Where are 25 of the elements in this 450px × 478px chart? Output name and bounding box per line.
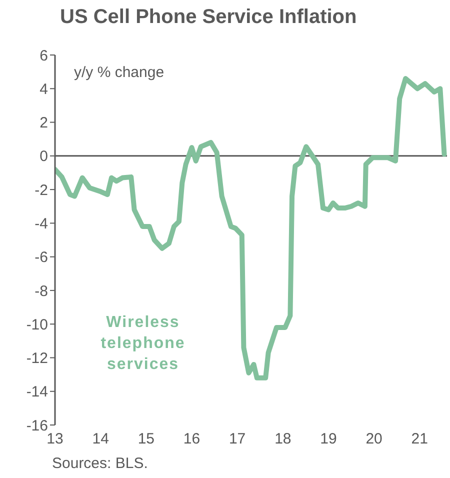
x-tick-label: 20	[366, 430, 382, 448]
text: Wireless telephone services	[100, 313, 186, 375]
x-tick-label: 14	[92, 430, 109, 448]
y-tick-label: -12	[26, 350, 48, 368]
y-tick-label: 6	[40, 47, 48, 64]
y-tick-label: -6	[34, 249, 48, 266]
x-tick-label: 19	[320, 430, 337, 448]
y-tick-label: -16	[26, 417, 48, 434]
chart-title: US Cell Phone Service Inflation	[60, 6, 357, 29]
y-tick-label: -10	[26, 316, 48, 334]
y-tick-label: -4	[34, 216, 48, 233]
y-tick-label: 4	[40, 80, 48, 98]
x-tick-label: 21	[411, 430, 428, 448]
x-tick-label: 18	[274, 430, 292, 448]
y-tick-label: 0	[40, 148, 48, 166]
y-tick-label: -14	[26, 384, 48, 401]
y-tick-label: 2	[40, 114, 48, 132]
x-tick-label: 17	[228, 430, 246, 448]
source-note: Sources: BLS.	[52, 455, 148, 472]
x-tick-label: 13	[46, 430, 64, 448]
x-tick-label: 15	[138, 430, 155, 448]
y-tick-label: -2	[34, 182, 48, 199]
y-axis-title: y/y % change	[74, 64, 164, 81]
y-tick-label: -8	[34, 282, 48, 300]
x-tick-label: 16	[183, 430, 200, 448]
